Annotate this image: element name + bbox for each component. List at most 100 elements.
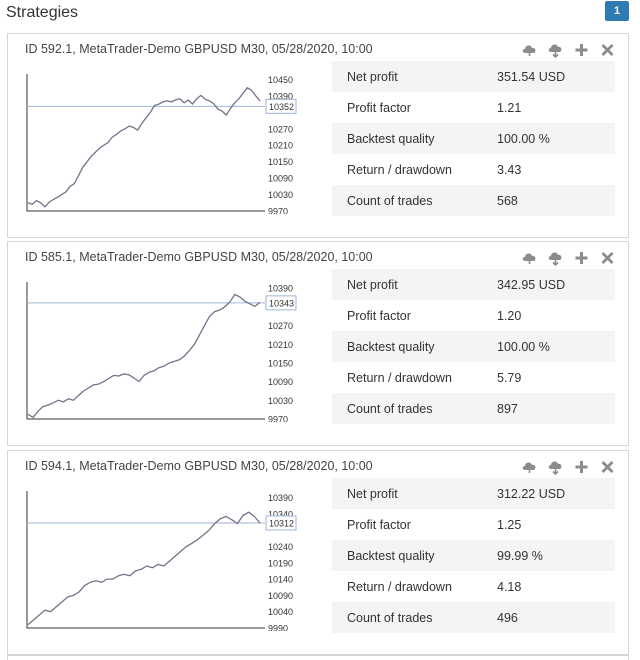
y-tick-label: 10340 (268, 509, 293, 519)
stat-label: Backtest quality (347, 548, 435, 563)
strategy-title: ID 594.1, MetaTrader-Demo GBPUSD M30, 05… (25, 459, 373, 473)
stats-row: Return / drawdown 5.79 (332, 362, 615, 393)
equity-line (27, 293, 261, 419)
stats-row: Return / drawdown 3.43 (332, 154, 615, 185)
y-tick-label: 9970 (268, 207, 288, 215)
stat-value: 1.25 (497, 517, 522, 532)
y-tick-label: 10240 (268, 542, 293, 552)
y-tick-label: 10090 (268, 174, 293, 184)
stats-row: Net profit 312.22 USD (332, 478, 615, 509)
stat-label: Backtest quality (347, 339, 435, 354)
stat-label: Profit factor (347, 100, 411, 115)
strategy-title: ID 592.1, MetaTrader-Demo GBPUSD M30, 05… (25, 42, 373, 56)
stats-row: Backtest quality 100.00 % (332, 123, 615, 154)
y-tick-label: 9970 (268, 415, 288, 423)
stat-value: 3.43 (497, 162, 522, 177)
strategy-actions (521, 459, 616, 476)
stats-row: Return / drawdown 4.18 (332, 571, 615, 602)
stat-value: 897 (497, 401, 518, 416)
y-tick-label: 10190 (268, 558, 293, 568)
y-tick-label: 10270 (268, 321, 293, 331)
current-value-label: 10312 (269, 518, 294, 528)
equity-chart: 10390 10340 10240 10190 10140 10090 10040 9990 1… (26, 491, 297, 632)
equity-line (27, 87, 261, 208)
y-tick-label: 10150 (268, 157, 293, 167)
y-tick-label: 10030 (268, 396, 293, 406)
stat-value: 99.99 % (497, 548, 543, 563)
stats-row: Profit factor 1.25 (332, 509, 615, 540)
close-icon[interactable] (599, 250, 616, 266)
cloud-download-icon[interactable] (547, 42, 564, 59)
y-tick-label: 10140 (268, 575, 293, 585)
y-tick-label: 10030 (268, 190, 293, 200)
stat-label: Return / drawdown (347, 162, 452, 177)
cloud-upload-icon[interactable] (521, 42, 538, 58)
stat-label: Net profit (347, 69, 398, 84)
y-tick-label: 9990 (268, 624, 288, 632)
y-tick-label: 10390 (268, 493, 293, 503)
stat-label: Return / drawdown (347, 579, 452, 594)
current-value-box (265, 515, 297, 531)
plus-icon[interactable] (573, 459, 590, 475)
y-tick-label: 10040 (268, 607, 293, 617)
y-tick-label: 10090 (268, 377, 293, 387)
stat-label: Profit factor (347, 308, 411, 323)
stat-label: Profit factor (347, 517, 411, 532)
cloud-upload-icon[interactable] (521, 250, 538, 266)
page-header: Strategies 1 (0, 0, 640, 28)
stat-value: 342.95 USD (497, 277, 566, 292)
stat-value: 496 (497, 610, 518, 625)
strategy-card: ID 585.1, MetaTrader-Demo GBPUSD M30, 05… (7, 241, 629, 446)
y-tick-label: 10210 (268, 141, 293, 151)
stat-label: Count of trades (347, 610, 433, 625)
stats-row: Backtest quality 100.00 % (332, 331, 615, 362)
page-title: Strategies (6, 4, 79, 21)
stats-row: Net profit 351.54 USD (332, 61, 615, 92)
strategy-actions (521, 250, 616, 267)
y-tick-label: 10390 (268, 91, 293, 101)
current-value-box (265, 295, 297, 311)
stat-value: 100.00 % (497, 131, 550, 146)
stat-value: 312.22 USD (497, 486, 566, 501)
strategy-card: ID 594.1, MetaTrader-Demo GBPUSD M30, 05… (7, 450, 629, 655)
stat-value: 100.00 % (497, 339, 550, 354)
current-value-label: 10343 (269, 298, 294, 308)
close-icon[interactable] (599, 459, 616, 475)
next-card-edge (7, 655, 629, 660)
equity-chart: 1039010343102701021010150100901003099701… (26, 282, 297, 423)
stat-label: Count of trades (347, 401, 433, 416)
cloud-download-icon[interactable] (547, 250, 564, 267)
stats-row: Profit factor 1.21 (332, 92, 615, 123)
stat-label: Return / drawdown (347, 370, 452, 385)
stat-label: Net profit (347, 486, 398, 501)
stat-value: 351.54 USD (497, 69, 566, 84)
stat-value: 1.20 (497, 308, 522, 323)
chart-axes (26, 491, 265, 629)
stats-row: Count of trades 568 (332, 185, 615, 216)
cloud-download-icon[interactable] (547, 459, 564, 476)
current-value-box (265, 98, 297, 114)
stat-label: Backtest quality (347, 131, 435, 146)
stats-row: Net profit 342.95 USD (332, 269, 615, 300)
y-tick-label: 10450 (268, 75, 293, 85)
y-tick-label: 10210 (268, 340, 293, 350)
equity-chart: 10450 10390 10270 10210 10150 10090 10030 9970 1… (26, 74, 297, 215)
stats-row: Count of trades 897 (332, 393, 615, 424)
close-icon[interactable] (599, 42, 616, 58)
page-badge[interactable]: 1 (605, 1, 629, 21)
stats-row: Backtest quality 99.99 % (332, 540, 615, 571)
stat-label: Count of trades (347, 193, 433, 208)
y-tick-label: 10150 (268, 358, 293, 368)
current-value-label: 10352 (269, 102, 294, 112)
y-tick-label: 10390 (268, 284, 293, 294)
equity-line (27, 511, 261, 626)
stats-table: Net profit 342.95 USD Profit factor 1.20 Bac… (332, 269, 615, 424)
y-tick-label: 10270 (268, 124, 293, 134)
plus-icon[interactable] (573, 42, 590, 58)
cloud-upload-icon[interactable] (521, 459, 538, 475)
stats-row: Count of trades 496 (332, 602, 615, 633)
plus-icon[interactable] (573, 250, 590, 266)
stats-table: Net profit 312.22 USD Profit factor 1.25 Bac… (332, 478, 615, 633)
chart-axes (26, 282, 265, 420)
strategy-title: ID 585.1, MetaTrader-Demo GBPUSD M30, 05… (25, 250, 373, 264)
